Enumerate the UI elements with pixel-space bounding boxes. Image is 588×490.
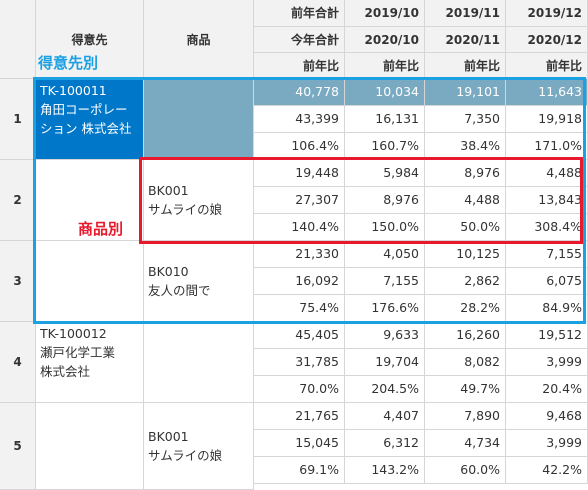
header-customer[interactable]: 得意先 xyxy=(36,0,144,79)
value-cell[interactable]: 8,082 xyxy=(425,349,506,376)
header-month-ratio[interactable]: 前年比 xyxy=(425,53,506,79)
header-month-prev[interactable]: 2019/11 xyxy=(425,0,506,27)
product-cell[interactable] xyxy=(144,79,254,160)
value-cell[interactable]: 10,034 xyxy=(345,79,425,106)
header-month-prev[interactable]: 2019/10 xyxy=(345,0,425,27)
value-cell[interactable]: 49.7% xyxy=(425,376,506,403)
value-cell[interactable]: 204.5% xyxy=(345,376,425,403)
value-cell[interactable]: 75.4% xyxy=(254,295,345,322)
value-cell[interactable]: 84.9% xyxy=(506,295,588,322)
row-number[interactable]: 1 xyxy=(0,79,36,160)
value-cell[interactable]: 60.0% xyxy=(425,457,506,484)
header-month-curr[interactable]: 2020/11 xyxy=(425,27,506,53)
value-cell[interactable]: 42.2% xyxy=(506,457,588,484)
value-cell[interactable]: 6,312 xyxy=(345,430,425,457)
value-cell[interactable]: 7,155 xyxy=(345,268,425,295)
row-number[interactable]: 5 xyxy=(0,403,36,490)
value-cell[interactable]: 21,330 xyxy=(254,241,345,268)
value-cell[interactable]: 19,704 xyxy=(345,349,425,376)
header-month-curr[interactable]: 2020/10 xyxy=(345,27,425,53)
header-metric-label: 前年合計 xyxy=(254,0,345,27)
value-cell[interactable]: 20.4% xyxy=(506,376,588,403)
value-cell[interactable]: 2,862 xyxy=(425,268,506,295)
value-cell[interactable]: 38.4% xyxy=(425,133,506,160)
value-cell[interactable]: 19,448 xyxy=(254,160,345,187)
value-cell[interactable]: 19,512 xyxy=(506,322,588,349)
product-group-label: 商品別 xyxy=(78,220,124,238)
row-number[interactable]: 3 xyxy=(0,241,36,322)
header-month-ratio[interactable]: 前年比 xyxy=(506,53,588,79)
customer-cell[interactable] xyxy=(36,160,144,241)
product-cell[interactable] xyxy=(144,322,254,403)
value-cell[interactable]: 11,643 xyxy=(506,79,588,106)
value-cell[interactable]: 45,405 xyxy=(254,322,345,349)
value-cell[interactable]: 19,918 xyxy=(506,106,588,133)
value-cell[interactable]: 50.0% xyxy=(425,214,506,241)
value-cell[interactable]: 143.2% xyxy=(345,457,425,484)
customer-cell[interactable] xyxy=(36,403,144,490)
value-cell[interactable]: 9,633 xyxy=(345,322,425,349)
customer-cell[interactable]: TK-100012 瀬戸化学工業 株式会社 xyxy=(36,322,144,403)
value-cell[interactable]: 40,778 xyxy=(254,79,345,106)
value-cell[interactable]: 16,260 xyxy=(425,322,506,349)
value-cell[interactable]: 16,131 xyxy=(345,106,425,133)
value-cell[interactable]: 69.1% xyxy=(254,457,345,484)
value-cell[interactable]: 176.6% xyxy=(345,295,425,322)
header-product[interactable]: 商品 xyxy=(144,0,254,79)
value-cell[interactable]: 70.0% xyxy=(254,376,345,403)
value-cell[interactable]: 8,976 xyxy=(345,187,425,214)
value-cell[interactable]: 4,050 xyxy=(345,241,425,268)
header-month-prev[interactable]: 2019/12 xyxy=(506,0,588,27)
header-metric-label: 今年合計 xyxy=(254,27,345,53)
value-cell[interactable]: 28.2% xyxy=(425,295,506,322)
value-cell[interactable]: 106.4% xyxy=(254,133,345,160)
value-cell[interactable]: 9,468 xyxy=(506,403,588,430)
value-cell[interactable]: 7,155 xyxy=(506,241,588,268)
product-cell[interactable]: BK001 サムライの娘 xyxy=(144,160,254,241)
customer-group-label: 得意先別 xyxy=(38,54,99,72)
customer-cell[interactable]: TK-100011 角田コーポレーション 株式会社 xyxy=(36,79,144,160)
value-cell[interactable]: 7,350 xyxy=(425,106,506,133)
value-cell[interactable]: 308.4% xyxy=(506,214,588,241)
value-cell[interactable]: 16,092 xyxy=(254,268,345,295)
value-cell[interactable]: 15,045 xyxy=(254,430,345,457)
row-number[interactable]: 4 xyxy=(0,322,36,403)
value-cell[interactable]: 31,785 xyxy=(254,349,345,376)
value-cell[interactable]: 171.0% xyxy=(506,133,588,160)
value-cell[interactable]: 4,488 xyxy=(425,187,506,214)
value-cell[interactable]: 21,765 xyxy=(254,403,345,430)
header-month-ratio[interactable]: 前年比 xyxy=(345,53,425,79)
value-cell[interactable]: 4,407 xyxy=(345,403,425,430)
value-cell[interactable]: 3,999 xyxy=(506,430,588,457)
value-cell[interactable]: 7,890 xyxy=(425,403,506,430)
value-cell[interactable]: 43,399 xyxy=(254,106,345,133)
value-cell[interactable]: 8,976 xyxy=(425,160,506,187)
value-cell[interactable]: 4,734 xyxy=(425,430,506,457)
header-metric-label: 前年比 xyxy=(254,53,345,79)
header-corner xyxy=(0,0,36,79)
value-cell[interactable]: 27,307 xyxy=(254,187,345,214)
value-cell[interactable]: 13,843 xyxy=(506,187,588,214)
product-cell[interactable]: BK001 サムライの娘 xyxy=(144,403,254,490)
value-cell[interactable]: 150.0% xyxy=(345,214,425,241)
value-cell[interactable]: 140.4% xyxy=(254,214,345,241)
value-cell[interactable]: 5,984 xyxy=(345,160,425,187)
header-month-curr[interactable]: 2020/12 xyxy=(506,27,588,53)
value-cell[interactable]: 4,488 xyxy=(506,160,588,187)
value-cell[interactable]: 6,075 xyxy=(506,268,588,295)
value-cell[interactable]: 19,101 xyxy=(425,79,506,106)
value-cell[interactable]: 3,999 xyxy=(506,349,588,376)
product-cell[interactable]: BK010 友人の間で xyxy=(144,241,254,322)
customer-cell[interactable] xyxy=(36,241,144,322)
value-cell[interactable]: 160.7% xyxy=(345,133,425,160)
value-cell[interactable]: 10,125 xyxy=(425,241,506,268)
row-number[interactable]: 2 xyxy=(0,160,36,241)
